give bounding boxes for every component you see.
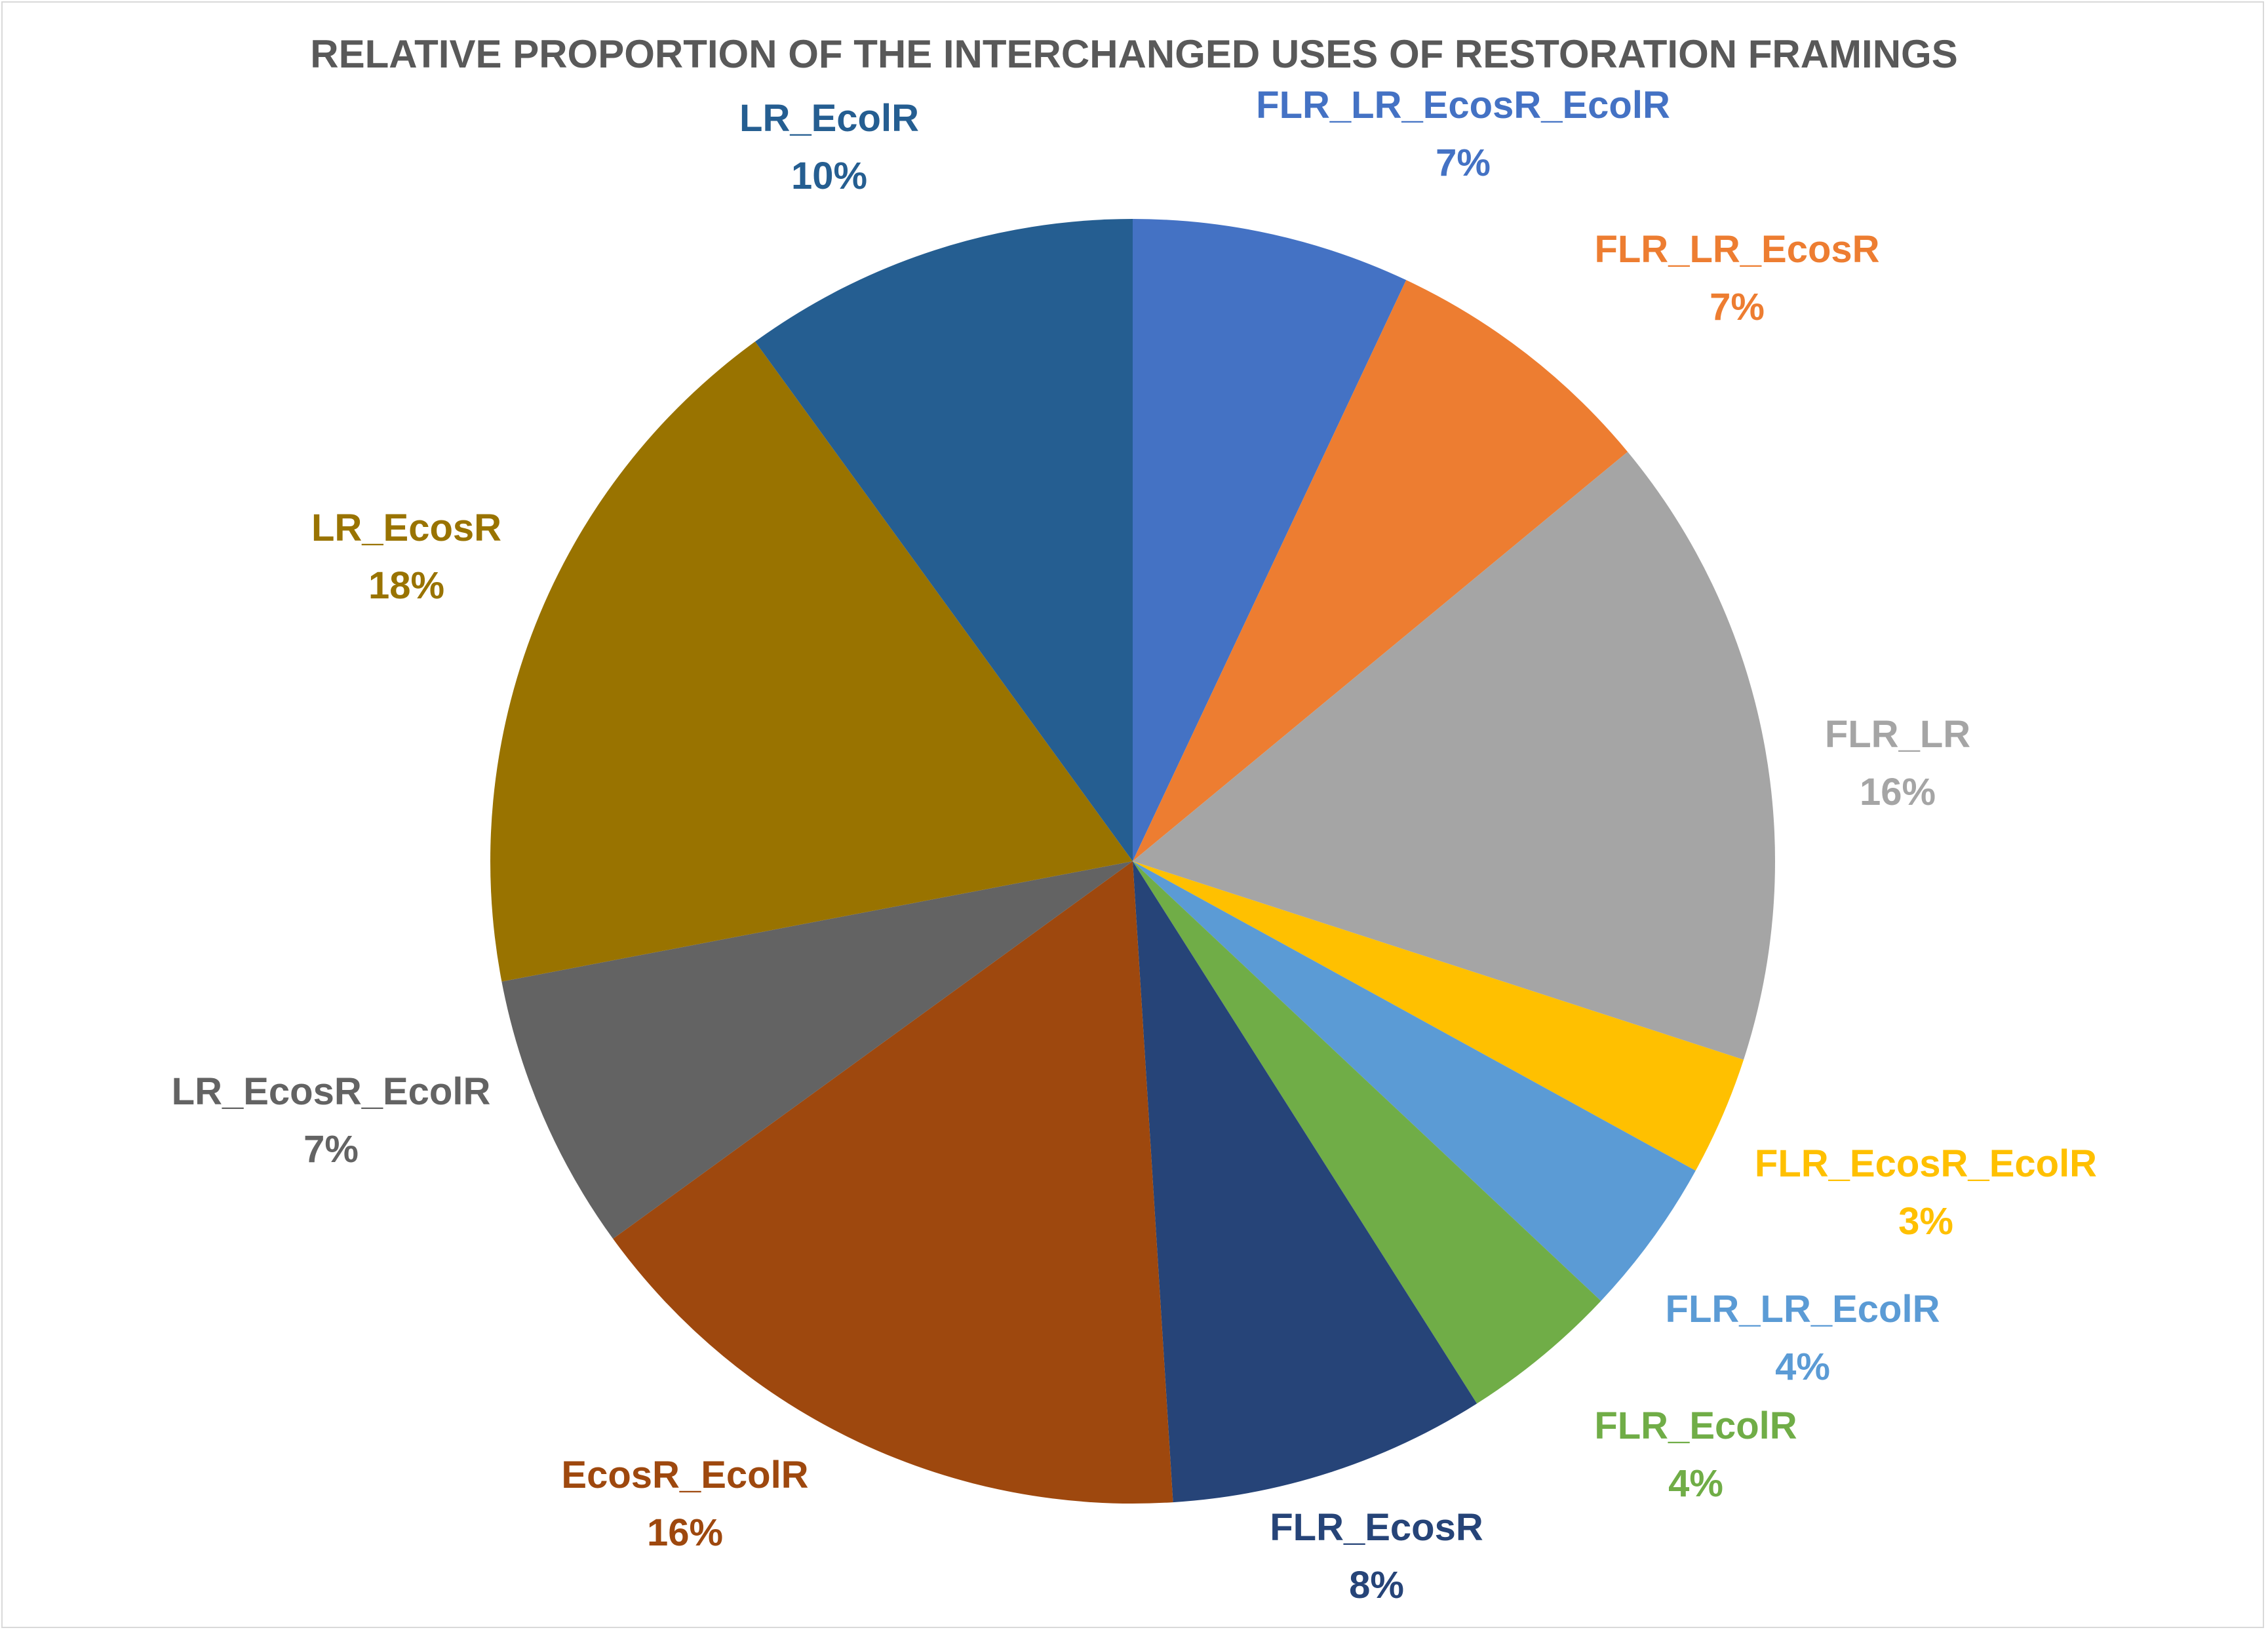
pie-slice-ecosr-ecolr: [613, 861, 1173, 1504]
slice-category-label: LR_EcolR: [739, 97, 919, 140]
slice-category-label: FLR_LR_EcosR: [1594, 228, 1879, 271]
slice-percent-label: 16%: [647, 1511, 723, 1554]
slice-category-label: LR_EcosR_EcolR: [172, 1070, 491, 1113]
slice-percent-label: 7%: [1436, 142, 1491, 184]
slice-category-label: FLR_EcosR_EcolR: [1755, 1142, 2097, 1185]
pie-slice-flr-lr-ecolr: [1133, 861, 1696, 1301]
slice-category-label: EcosR_EcolR: [561, 1454, 808, 1496]
pie-slice-lr-ecosr-ecolr: [501, 861, 1133, 1239]
slice-percent-label: 8%: [1349, 1564, 1404, 1606]
slice-percent-label: 7%: [1710, 286, 1765, 328]
pie-slice-flr-lr-ecosr: [1133, 280, 1628, 861]
pie-slice-flr-lr: [1133, 452, 1776, 1060]
slice-category-label: LR_EcosR: [311, 507, 501, 549]
pie-slice-flr-ecolr: [1133, 861, 1601, 1404]
pie-slice-flr-lr-ecosr-ecolr: [1133, 219, 1407, 861]
slice-category-label: FLR_LR: [1825, 713, 1970, 756]
slice-percent-label: 4%: [1668, 1462, 1723, 1505]
pie-slice-lr-ecosr: [490, 341, 1133, 982]
slice-percent-label: 16%: [1860, 771, 1936, 813]
pie-slice-lr-ecolr: [754, 219, 1133, 861]
slice-category-label: FLR_EcolR: [1594, 1405, 1797, 1447]
slice-percent-label: 7%: [303, 1128, 359, 1171]
slice-percent-label: 18%: [368, 564, 444, 607]
slice-category-label: FLR_LR_EcosR_EcolR: [1256, 84, 1670, 126]
pie-slice-flr-ecosr-ecolr: [1133, 861, 1744, 1171]
slice-percent-label: 4%: [1775, 1346, 1830, 1388]
pie-labels: FLR_LR_EcosR_EcolR 7% FLR_LR_EcosR 7% FLR_LR…: [172, 84, 2097, 1606]
slice-percent-label: 10%: [791, 155, 867, 197]
slice-category-label: FLR_EcosR: [1270, 1506, 1483, 1549]
pie-slice-flr-ecosr: [1133, 861, 1477, 1503]
slice-category-label: FLR_LR_EcolR: [1666, 1288, 1940, 1331]
pie-slices: [490, 219, 1776, 1504]
slice-percent-label: 3%: [1898, 1200, 1953, 1243]
chart-title: RELATIVE PROPORTION OF THE INTERCHANGED …: [310, 32, 1957, 76]
